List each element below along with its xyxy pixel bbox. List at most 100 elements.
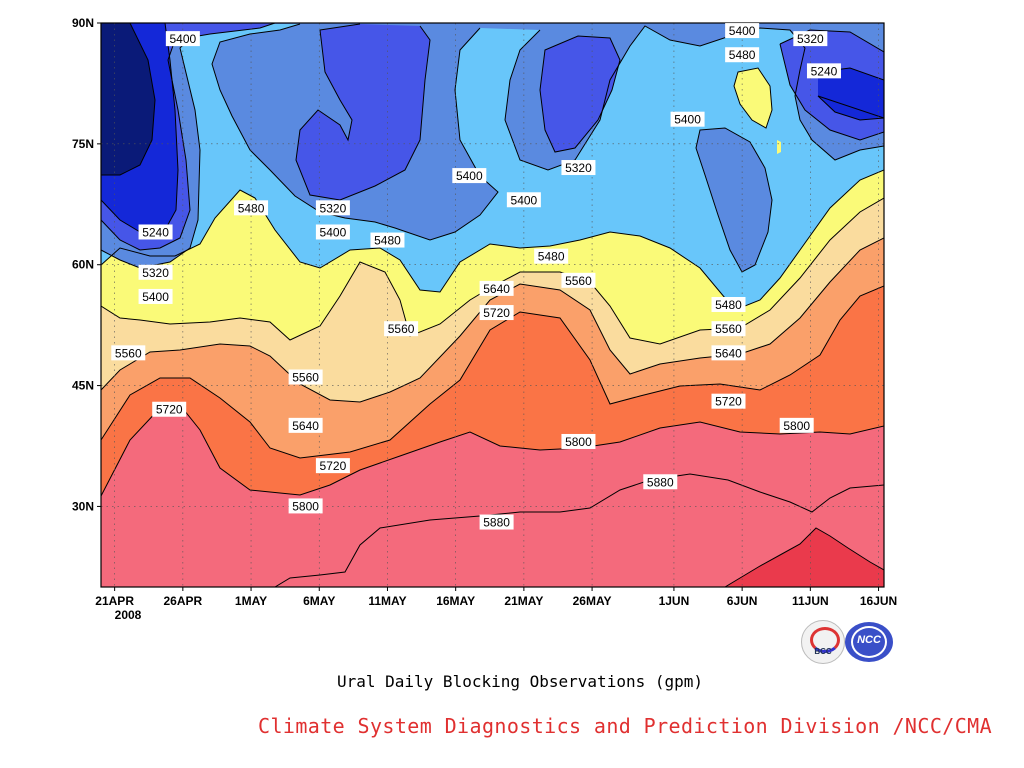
contour-line — [101, 23, 179, 233]
contour-label-text: 5240 — [811, 64, 838, 78]
contour-label-bg — [452, 168, 487, 184]
contour-label-text: 5320 — [565, 161, 592, 175]
contour-label: 5400 — [165, 31, 200, 47]
contour-label-bg — [165, 31, 200, 47]
x-tick-label: 11JUN — [792, 594, 829, 608]
contour-label-text: 5480 — [238, 201, 265, 215]
bcc-logo: BCC — [801, 620, 845, 664]
contour-line — [101, 23, 884, 269]
x-axis: 21APR 26APR 1MAY 6MAY 11MAY 16MAY 21MAY 26MAY 1J… — [95, 587, 897, 608]
contour-label: 5320 — [315, 200, 350, 216]
bcc-swirl-icon — [810, 627, 840, 653]
island-5240-b — [296, 24, 430, 200]
contour-label-text: 5560 — [388, 322, 415, 336]
contour-line — [101, 404, 884, 497]
plot-frame — [100, 22, 885, 588]
contour-line — [695, 127, 773, 273]
contour-label: 5720 — [152, 401, 187, 417]
contour-line — [101, 23, 276, 251]
contour-line — [101, 285, 884, 459]
ncc-logo: NCC — [845, 622, 893, 662]
contour-line — [274, 473, 884, 587]
contour-label-bg — [534, 248, 569, 264]
contour-label: 5480 — [725, 47, 760, 63]
contour-label-text: 5720 — [156, 403, 183, 417]
contour-labels: 5400 5480 5240 5320 5400 5560 5720 5320 5400 5480… — [111, 23, 841, 530]
x-tick-label: 26MAY — [573, 594, 612, 608]
contour-label: 5480 — [534, 248, 569, 264]
contour-label: 5560 — [111, 345, 146, 361]
yellow-pocket-2 — [777, 140, 781, 154]
contour-label-bg — [370, 232, 405, 248]
contour-label-bg — [506, 192, 541, 208]
contour-label: 5560 — [711, 321, 746, 337]
contour-label: 5560 — [288, 369, 323, 385]
contour-label-bg — [288, 417, 323, 433]
contour-label: 5480 — [711, 297, 746, 312]
x-tick-label: 26APR — [164, 594, 203, 608]
contour-label-text: 5800 — [565, 435, 592, 449]
contour-label: 5640 — [711, 345, 746, 361]
x-tick-label: 6JUN — [727, 594, 758, 608]
contour-label-bg — [138, 288, 173, 304]
contour-label-bg — [806, 63, 841, 79]
contour-label-text: 5640 — [292, 419, 319, 433]
contour-label-text: 5720 — [715, 395, 742, 409]
contour-label-text: 5880 — [483, 516, 510, 530]
contour-label-bg — [315, 458, 350, 474]
contour-label-bg — [234, 200, 269, 216]
contour-label-bg — [643, 474, 678, 490]
contour-label-text: 5400 — [511, 193, 538, 207]
contour-label-text: 5560 — [292, 371, 319, 385]
contour-label: 5560 — [561, 272, 596, 288]
contour-label: 5320 — [138, 264, 173, 280]
contour-label: 5400 — [506, 192, 541, 208]
contour-label-text: 5560 — [715, 322, 742, 336]
contour-label-bg — [779, 417, 814, 433]
contour-label: 5480 — [234, 200, 269, 216]
island-5320-a — [696, 128, 772, 272]
contour-label-text: 5320 — [142, 266, 169, 280]
contour-label: 5240 — [806, 63, 841, 79]
y-tick-label: 90N — [72, 16, 94, 30]
contour-label-text: 5480 — [538, 250, 565, 264]
contour-line — [295, 23, 431, 201]
contour-label: 5640 — [288, 417, 323, 433]
contour-label-text: 5400 — [142, 290, 169, 304]
contour-label: 5560 — [384, 321, 419, 337]
contour-label: 5880 — [479, 514, 514, 530]
contour-label-text: 5880 — [647, 475, 674, 489]
bcc-logo-text: BCC — [814, 647, 832, 656]
x-tick-label: 21MAY — [504, 594, 543, 608]
y-tick-label: 75N — [72, 137, 94, 151]
contour-label-bg — [479, 305, 514, 321]
contour-label-bg — [288, 369, 323, 385]
y-axis: 30N 45N 60N 75N 90N — [72, 16, 101, 513]
contour-label-text: 5720 — [320, 459, 347, 473]
contour-label-text: 5560 — [565, 274, 592, 288]
contour-label-text: 5560 — [115, 346, 142, 360]
contour-label-bg — [561, 272, 596, 288]
contour-label-bg — [138, 224, 173, 240]
contour-label-bg — [725, 23, 760, 39]
contour-label-bg — [479, 280, 514, 296]
contour-label: 5320 — [793, 31, 828, 47]
contour-label-bg — [561, 433, 596, 449]
x-tick-label: 1JUN — [659, 594, 690, 608]
contour-label-text: 5400 — [456, 169, 483, 183]
contour-label: 5880 — [643, 474, 678, 490]
contour-label-text: 5720 — [483, 306, 510, 320]
contour-label: 5400 — [452, 168, 487, 184]
contour-line — [733, 67, 773, 129]
chart-subtitle: Ural Daily Blocking Observations (gpm) — [336, 672, 704, 691]
contour-label-bg — [670, 111, 705, 127]
contour-line — [539, 35, 621, 153]
contour-label: 5800 — [779, 417, 814, 433]
plot-area — [101, 23, 884, 587]
x-tick-label: 1MAY — [235, 594, 267, 608]
x-tick-label: 16JUN — [860, 594, 897, 608]
contour-label-bg — [152, 401, 187, 417]
contour-label: 5800 — [288, 498, 323, 514]
island-5160-b — [818, 68, 884, 120]
